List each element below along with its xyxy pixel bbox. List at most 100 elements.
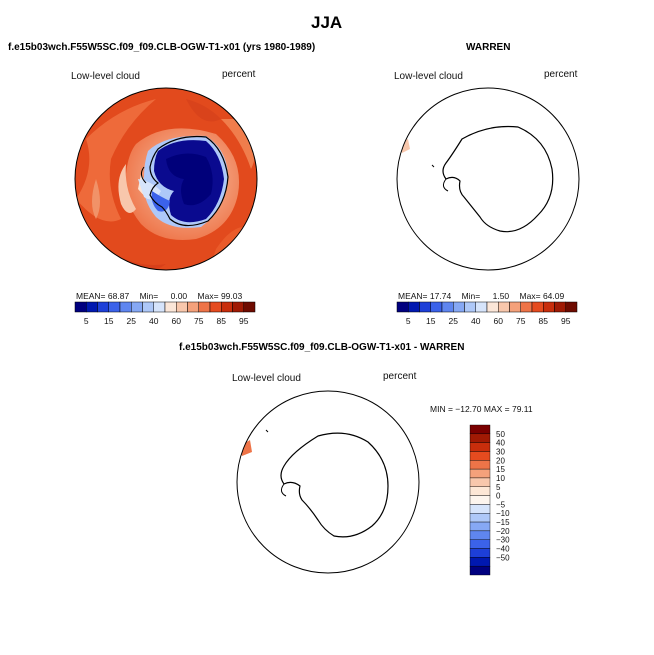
panel-1-colorbar-swatch xyxy=(243,301,256,313)
panel-2-colorbar-swatch xyxy=(441,301,454,313)
panel-1-colorbar-swatch xyxy=(187,301,199,313)
panel-1-colorbar-swatch xyxy=(108,301,121,313)
panel-1-colorbar-swatch xyxy=(153,301,166,313)
panel-2-variable-label: Low-level cloud xyxy=(394,71,463,82)
panel-2-colorbar-swatch xyxy=(396,301,409,313)
panel-2-colorbar-swatch xyxy=(509,301,521,313)
panel-3-units-label: percent xyxy=(383,371,417,382)
panel-3-colorbar-swatch xyxy=(469,468,491,479)
panel-1-map xyxy=(74,87,258,271)
panel-3-colorbar-tick-label: 30 xyxy=(496,447,505,456)
panel-1-colorbar-swatch xyxy=(164,301,177,313)
panel-1-colorbar: 5 15 25 40 60 75 85 95 xyxy=(74,301,256,326)
panel-2-colorbar-tick-label: 40 xyxy=(471,316,481,326)
panel-2-colorbar-swatch xyxy=(531,301,544,313)
panel-3-colorbar-swatch xyxy=(469,530,491,540)
panel-2-colorbar-tick-label: 5 xyxy=(406,316,411,326)
panel-1-colorbar-swatch xyxy=(142,301,154,313)
panel-1-colorbar-tick-label: 75 xyxy=(194,316,204,326)
panel-2-colorbar-swatch xyxy=(408,301,420,313)
panel-3-colorbar-tick-label: 0 xyxy=(496,492,501,501)
panel-1-colorbar-tick-label: 95 xyxy=(239,316,249,326)
panel-3-colorbar-swatch xyxy=(469,477,491,487)
panel-1-colorbar-swatch xyxy=(176,301,188,313)
panel-1-colorbar-tick-label: 40 xyxy=(149,316,159,326)
panel-2-colorbar-tick-label: 15 xyxy=(426,316,436,326)
panel-1-colorbar-tick-label: 25 xyxy=(127,316,137,326)
panel-3-colorbar-swatch xyxy=(469,424,491,435)
panel-2-colorbar-swatch xyxy=(565,301,578,313)
min-value: 1.50 xyxy=(492,291,510,301)
panel-1-colorbar-tick-label: 85 xyxy=(217,316,227,326)
panel-1-colorbar-swatch xyxy=(221,301,233,313)
panel-1-title: f.e15b03wch.F55W5SC.f09_f09.CLB-OGW-T1-x… xyxy=(8,42,316,53)
panel-3-colorbar-swatch xyxy=(469,451,491,461)
panel-3-colorbar-tick-label: 50 xyxy=(496,430,505,439)
panel-3-colorbar-tick-label: −40 xyxy=(496,545,510,554)
panel-3-colorbar-tick-label: 5 xyxy=(496,483,501,492)
min-label: Min= xyxy=(139,291,159,301)
max-value: 64.09 xyxy=(542,291,565,301)
panel-2-colorbar-swatch xyxy=(464,301,476,313)
min-value: 0.00 xyxy=(170,291,188,301)
panel-3-colorbar-tick-label: −15 xyxy=(496,518,510,527)
panel-2-colorbar-tick-label: 25 xyxy=(449,316,459,326)
panel-2-colorbar-swatch xyxy=(486,301,499,313)
panel-1-colorbar-tick-label: 60 xyxy=(172,316,182,326)
max-label: Max= xyxy=(197,291,219,301)
panel-3-stats: MIN = −12.70 MAX = 79.11 xyxy=(430,404,533,414)
panel-3-colorbar-tick-label: 40 xyxy=(496,439,505,448)
panel-2-colorbar-swatch xyxy=(475,301,488,313)
panel-3-title: f.e15b03wch.F55W5SC.f09_f09.CLB-OGW-T1-x… xyxy=(179,342,465,353)
panel-3-colorbar-swatch xyxy=(469,442,491,452)
panel-3-colorbar-tick-label: −5 xyxy=(496,500,506,509)
panel-3-colorbar-swatch xyxy=(469,548,491,558)
panel-3-colorbar-tick-label: 10 xyxy=(496,474,505,483)
panel-3-colorbar-tick-label: 20 xyxy=(496,456,505,465)
panel-2-stats: MEAN= 17.74 Min= 1.50 Max= 64.09 xyxy=(398,291,564,301)
panel-1-units-label: percent xyxy=(222,69,256,80)
panel-2-colorbar-swatch xyxy=(554,301,566,313)
panel-2-colorbar-swatch xyxy=(543,301,555,313)
panel-1-variable-label: Low-level cloud xyxy=(71,71,140,82)
panel-3-colorbar-swatch xyxy=(469,565,491,576)
panel-1-colorbar-swatch xyxy=(232,301,244,313)
panel-3-colorbar-tick-label: −20 xyxy=(496,527,510,536)
panel-1-colorbar-tick-label: 15 xyxy=(104,316,114,326)
panel-2-title: WARREN xyxy=(466,42,511,53)
panel-1-colorbar-swatch xyxy=(74,301,87,313)
panel-3-colorbar-swatch xyxy=(469,433,491,443)
panel-2-colorbar-tick-label: 60 xyxy=(494,316,504,326)
max-value: 99.03 xyxy=(220,291,243,301)
panel-1-colorbar-swatch xyxy=(209,301,222,313)
panel-1-colorbar-swatch xyxy=(97,301,109,313)
panel-3-variable-label: Low-level cloud xyxy=(232,373,301,384)
panel-1-colorbar-swatch xyxy=(198,301,211,313)
panel-2-colorbar: 5 15 25 40 60 75 85 95 xyxy=(396,301,578,326)
panel-1-colorbar-swatch xyxy=(131,301,143,313)
panel-3-colorbar-swatch xyxy=(469,460,491,470)
panel-2-colorbar-swatch xyxy=(419,301,431,313)
panel-3-colorbar-swatch xyxy=(469,495,491,505)
panel-3-colorbar-swatch xyxy=(469,557,491,567)
panel-2-colorbar-swatch xyxy=(520,301,533,313)
mean-label: MEAN= xyxy=(398,291,428,301)
panel-3-colorbar-tick-label: −50 xyxy=(496,553,510,562)
panel-1-colorbar-tick-label: 5 xyxy=(84,316,89,326)
mean-label: MEAN= xyxy=(76,291,106,301)
panel-2-units-label: percent xyxy=(544,69,578,80)
panel-3-colorbar-swatch xyxy=(469,539,491,549)
panel-2-colorbar-tick-label: 85 xyxy=(539,316,549,326)
panel-1-stats: MEAN= 68.87 Min= 0.00 Max= 99.03 xyxy=(76,291,242,301)
max-label: Max= xyxy=(519,291,541,301)
panel-3-colorbar-swatch xyxy=(469,486,491,496)
panel-2-colorbar-swatch xyxy=(430,301,443,313)
mean-value: 17.74 xyxy=(429,291,452,301)
panel-3-colorbar-tick-label: −30 xyxy=(496,536,510,545)
panel-2-colorbar-tick-label: 95 xyxy=(561,316,571,326)
page-title: JJA xyxy=(311,13,343,32)
panel-3-map xyxy=(236,390,420,574)
mean-value: 68.87 xyxy=(107,291,130,301)
panel-3-colorbar-swatch xyxy=(469,521,491,532)
